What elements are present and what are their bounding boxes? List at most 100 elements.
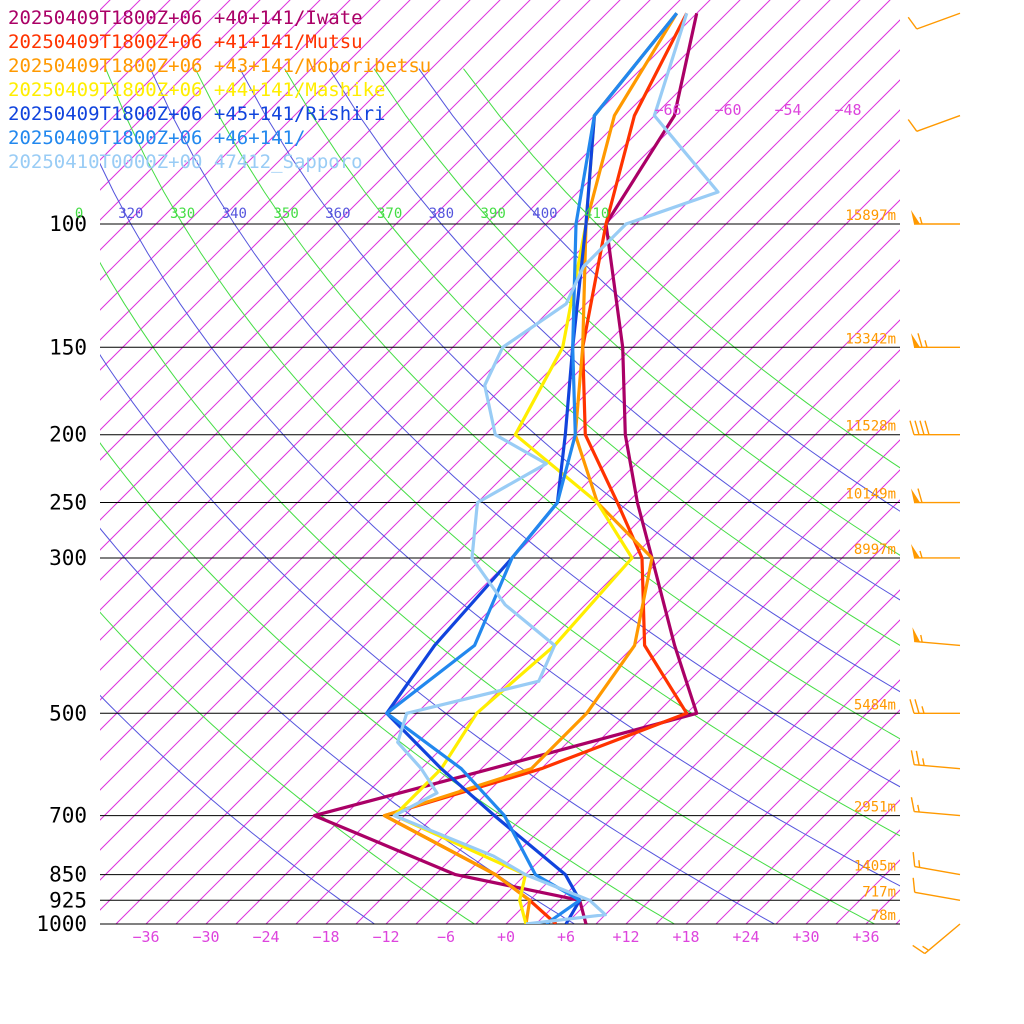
isotherm-line: [100, 19, 900, 821]
theta-label: 350: [273, 206, 298, 222]
wind-barb-staff: [914, 763, 961, 770]
theta-label: 380: [429, 206, 454, 222]
wind-barb-half-feather: [917, 804, 920, 813]
isotherm-line: [100, 0, 381, 281]
isotherm-line: [100, 0, 891, 791]
wind-barb: [909, 420, 960, 436]
isotherm-line: [100, 0, 741, 641]
wind-barb-feather: [907, 119, 918, 132]
pressure-label: 850: [49, 863, 87, 887]
pressure-label: 300: [49, 546, 87, 570]
axis-labels: 100 15897m 150 13342m 200 11528m 250 10149m 300 8…: [36, 101, 896, 946]
wind-barb-staff: [914, 891, 961, 901]
isotherm-line: [355, 379, 900, 924]
legend-entry: 20250409T1800Z+06 +46+141/: [8, 127, 305, 149]
isotherm-line: [115, 139, 900, 924]
dry-adiabat-line: [418, 68, 900, 512]
wind-barb: [911, 543, 960, 559]
wind-barb-feather: [912, 944, 926, 955]
isotherm-line: [415, 439, 900, 924]
temperature-tick-label: +36: [852, 928, 879, 946]
isotherm-line: [805, 829, 900, 924]
wind-barb: [912, 877, 961, 901]
legend-entry: 20250409T1800Z+06 +40+141/Iwate: [8, 7, 363, 29]
dry-adiabat-line: [100, 442, 675, 924]
temperature-tick-label: −24: [252, 928, 279, 946]
wind-barb-feather: [914, 420, 920, 435]
isotherm-line: [265, 289, 900, 924]
dry-adiabat-line: [105, 68, 900, 837]
wind-barb-half-feather: [922, 758, 925, 766]
wind-barb: [907, 114, 961, 132]
sounding-line: [392, 12, 720, 924]
isotherm-line: [145, 169, 900, 924]
height-label: 11528m: [845, 419, 896, 435]
isotherm-line: [295, 319, 900, 924]
isotherm-line: [100, 0, 471, 371]
temperature-tick-label: −12: [372, 928, 399, 946]
dry-adiabat-line: [328, 68, 900, 601]
dry-adiabat-line: [194, 68, 900, 740]
isotherm-line: [100, 0, 411, 311]
wind-barb-feather: [912, 852, 916, 867]
temperature-tick-label: +12: [612, 928, 639, 946]
isotherm-line: [835, 859, 900, 924]
theta-label: 390: [481, 206, 506, 222]
temperature-tick-label: +6: [557, 928, 575, 946]
theta-label: 330: [170, 206, 195, 222]
sounding-line: [382, 12, 679, 924]
theta-label: 400: [532, 206, 557, 222]
dry-adiabat-line: [100, 261, 875, 924]
dry-adiabat-line: [100, 694, 375, 924]
dry-adiabat-line: [149, 68, 900, 788]
isotherm-line: [715, 739, 900, 924]
isotherm-line: [100, 0, 231, 131]
wind-barb-feather: [919, 420, 925, 435]
isotherm-line: [595, 619, 900, 924]
temperature-tick-label: −36: [132, 928, 159, 946]
isotherm-line: [100, 0, 321, 221]
wind-barb: [911, 488, 960, 504]
isotherm-line: [100, 0, 171, 71]
pressure-label: 250: [49, 491, 87, 515]
wind-barb-staff: [914, 640, 961, 647]
isotherm-line: [385, 409, 900, 924]
isotherm-line: [926, 0, 1024, 924]
isobars: [100, 223, 900, 925]
wind-barb-feather: [917, 488, 923, 503]
isotherm-line: [100, 0, 261, 161]
theta-label: 370: [377, 206, 402, 222]
wind-barb-feather: [912, 877, 916, 893]
wind-barb-half-feather: [918, 860, 921, 868]
wind-barbs: [907, 12, 961, 955]
isotherm-line: [100, 79, 900, 881]
isotherm-line: [956, 0, 1024, 924]
isotherm-line: [100, 0, 831, 731]
wind-barb-flag: [911, 488, 920, 503]
temperature-tick-label: +24: [732, 928, 759, 946]
isotherm-line: [100, 0, 441, 341]
height-label: 8997m: [854, 542, 896, 558]
isotherm-line: [325, 349, 900, 924]
legend-entry: 20250409T1800Z+06 +43+141/Noboribetsu: [8, 55, 431, 77]
height-label: 15897m: [845, 208, 896, 224]
wind-barb-flag: [911, 543, 920, 558]
dry-adiabat-line: [463, 68, 900, 469]
theta-label: 360: [325, 206, 350, 222]
isotherm-line: [100, 0, 291, 191]
wind-barb-feather: [917, 333, 923, 348]
pressure-label: 925: [49, 888, 87, 912]
temperature-tick-label: +30: [792, 928, 819, 946]
wind-barb-flag: [912, 627, 921, 642]
wind-barb-flag: [911, 333, 920, 348]
temperature-tick-label: +0: [497, 928, 515, 946]
wind-barb-half-feather: [920, 634, 923, 643]
height-label: 1405m: [854, 859, 896, 875]
isotherm-line: [655, 679, 900, 924]
wind-barb-feather: [907, 16, 918, 30]
legend: 20250409T1800Z+06 +40+141/Iwate 20250409T…: [8, 7, 431, 173]
isotherm-line: [100, 109, 900, 911]
isotherm-label: −66: [654, 101, 681, 119]
isotherm-line: [100, 0, 591, 491]
